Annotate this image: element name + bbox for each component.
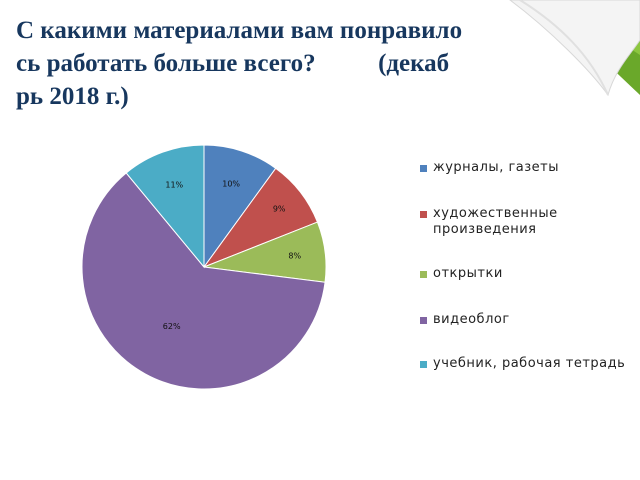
legend-swatch — [420, 317, 427, 324]
legend-label: журналы, газеты — [433, 160, 560, 175]
legend-swatch — [420, 165, 427, 172]
title-line-2: сь работать больше всего? (декаб — [16, 50, 450, 77]
legend-item-fiction: художественные произведения — [420, 206, 635, 238]
legend-swatch — [420, 271, 427, 278]
title-line-3: рь 2018 г.) — [16, 83, 129, 110]
legend-label: видеоблог — [433, 312, 510, 327]
legend-swatch — [420, 211, 427, 218]
legend-item-textbook: учебник, рабочая тетрадь — [420, 356, 625, 372]
slide-title: С какими материалами вам понравило сь ра… — [16, 14, 536, 113]
legend-item-videoblog: видеоблог — [420, 312, 510, 328]
data-label-textbook: 11% — [165, 180, 183, 189]
data-label-magazines: 10% — [222, 179, 240, 188]
legend-item-postcards: открытки — [420, 266, 503, 282]
data-label-fiction: 9% — [273, 205, 286, 214]
legend-label: учебник, рабочая тетрадь — [433, 356, 626, 371]
pie-slice-magazines — [203, 144, 277, 269]
title-line-1: С какими материалами вам понравило — [16, 17, 463, 44]
legend-swatch — [420, 361, 427, 368]
legend-item-magazines: журналы, газеты — [420, 160, 559, 176]
page-curl-decoration — [509, 0, 640, 97]
legend-label: открытки — [433, 266, 503, 281]
data-label-videoblog: 62% — [163, 322, 181, 331]
pie-chart: 10% 9% 8% 62% 11% — [81, 144, 327, 390]
pie-slice-textbook — [125, 144, 205, 269]
data-label-postcards: 8% — [288, 252, 301, 261]
pie-slice-videoblog — [81, 172, 326, 390]
legend-label: художественные произведения — [433, 206, 558, 237]
